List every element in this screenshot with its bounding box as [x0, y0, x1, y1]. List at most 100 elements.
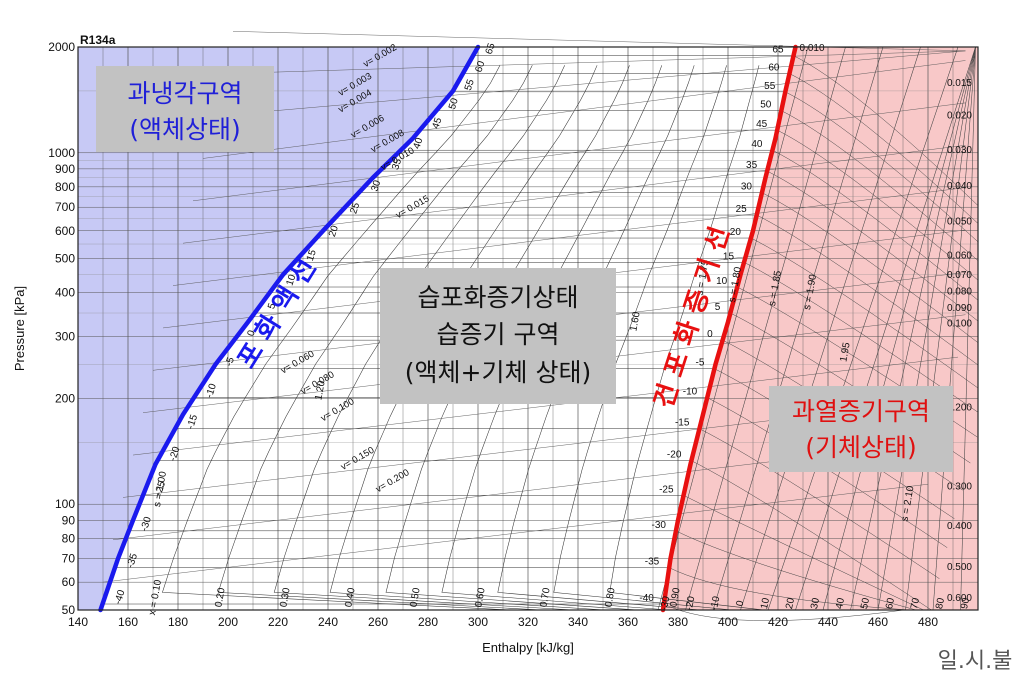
superheat-temperature-label: 80 — [934, 596, 947, 610]
x-tick-label: 200 — [218, 615, 238, 629]
isotherm-superheat-line — [743, 262, 979, 413]
superheat-temperature-label: 50 — [859, 596, 872, 610]
temperature-label: 50 — [447, 96, 461, 110]
vapor-temperature-label: 15 — [723, 251, 735, 262]
quality-label: 0.30 — [278, 587, 292, 609]
vapor-volume-label: 0.100 — [947, 319, 972, 330]
vapor-volume-label: 0.300 — [947, 482, 972, 493]
vapor-temperature-label: -20 — [667, 450, 682, 461]
y-tick-label: 700 — [55, 200, 75, 214]
vapor-volume-label: 0.500 — [947, 562, 972, 573]
x-tick-label: 360 — [618, 615, 638, 629]
x-tick-label: 440 — [818, 615, 838, 629]
x-tick-label: 220 — [268, 615, 288, 629]
entropy-label: 1.60 — [628, 311, 642, 333]
y-tick-label: 100 — [55, 497, 75, 511]
specific-volume-line — [202, 60, 966, 159]
y-tick-label: 50 — [62, 603, 76, 617]
x-tick-label: 400 — [718, 615, 738, 629]
isotherm-superheat-line — [750, 237, 979, 389]
wet-region-line1: 습포화증기상태 — [417, 283, 578, 312]
x-tick-label: 300 — [468, 615, 488, 629]
entropy-line — [795, 46, 976, 611]
y-tick-label: 900 — [55, 162, 75, 176]
chart-title: R134a — [80, 33, 116, 47]
vapor-volume-label: 0.050 — [947, 217, 972, 228]
entropy-line — [685, 46, 846, 611]
temperature-label: 45 — [431, 116, 445, 130]
quality-line — [609, 65, 764, 611]
x-tick-label: 380 — [668, 615, 688, 629]
vapor-temperature-label: 35 — [746, 160, 758, 171]
superheat-temperature-label: -20 — [684, 595, 698, 612]
temperature-label: -15 — [185, 413, 200, 431]
signature: 일.시.불 — [938, 649, 1013, 674]
entropy-line — [740, 46, 921, 611]
x-tick-label: 180 — [168, 615, 188, 629]
temperature-label: 65 — [484, 41, 498, 55]
quality-line — [553, 65, 733, 611]
superheat-temperature-label: 60 — [884, 596, 897, 610]
vapor-volume-label: 0.080 — [947, 287, 972, 298]
entropy-label: 1.95 — [838, 341, 852, 363]
y-tick-label: 80 — [62, 531, 76, 545]
specific-volume-label: v= 0.200 — [374, 467, 411, 495]
superheat-temperature-label: -10 — [709, 595, 723, 612]
specific-volume-label: v= 0.100 — [319, 396, 356, 424]
superheat-temperature-label: 0 — [735, 599, 747, 607]
plot-frame — [77, 46, 979, 611]
vapor-temperature-label: 30 — [741, 182, 753, 193]
vapor-volume-label: 0.030 — [947, 145, 972, 156]
x-axis-title: Enthalpy [kJ/kg] — [482, 640, 574, 655]
vapor-volume-label: 0.040 — [947, 181, 972, 192]
temperature-label: 0 — [246, 329, 258, 338]
specific-volume-line — [212, 50, 966, 117]
quality-label: 0.70 — [538, 587, 552, 609]
temperature-label: -10 — [204, 382, 219, 400]
entropy-line — [905, 46, 976, 611]
isotherm-superheat-line — [789, 73, 979, 224]
vapor-temperature-label: 10 — [716, 276, 728, 287]
subcooled-subtitle: (액체상태) — [129, 115, 241, 144]
temperature-label: -35 — [125, 552, 140, 570]
vapor-temperature-label: -5 — [696, 358, 705, 369]
wet-region-label-box — [380, 268, 616, 404]
entropy-line — [932, 46, 976, 611]
y-tick-label: 400 — [55, 286, 75, 300]
superheated-label-box — [769, 386, 953, 472]
x-tick-label: 320 — [518, 615, 538, 629]
temperature-label: 40 — [412, 136, 426, 150]
specific-volume-line — [192, 102, 966, 202]
vapor-temperature-label: -30 — [651, 520, 666, 531]
x-tick-label: 340 — [568, 615, 588, 629]
isotherm-superheat-line — [785, 91, 979, 243]
wet-region-line3: (액체+기체 상태) — [405, 358, 591, 387]
vapor-temperature-label: 20 — [730, 227, 742, 238]
subcooled-title: 과냉각구역 — [127, 79, 242, 108]
entropy-line — [877, 46, 976, 611]
axes: 140 160 180 200 220 240 260 280 300 320 340 360 380 4… — [12, 33, 979, 655]
temperature-label: -30 — [139, 515, 154, 533]
saturated-vapor-line — [660, 44, 798, 613]
temperature-label: 20 — [327, 224, 341, 238]
x-tick-label: 240 — [318, 615, 338, 629]
y-tick-label: 70 — [62, 552, 76, 566]
x-tick-label: 160 — [118, 615, 138, 629]
y-tick-label: 300 — [55, 330, 75, 344]
x-tick-label: 460 — [868, 615, 888, 629]
entropy-line — [850, 46, 976, 611]
vapor-temperature-label: 50 — [760, 100, 772, 111]
vapor-temperature-label: 0 — [707, 329, 713, 340]
temperature-label: 35 — [390, 157, 404, 171]
specific-volume-label: v= 0.150 — [339, 445, 376, 473]
temperature-label: -40 — [113, 588, 128, 606]
quality-label: 0.40 — [343, 587, 357, 609]
quality-label: 0.90 — [668, 587, 682, 609]
temperature-label: 15 — [305, 248, 319, 262]
superheat-temperature-label: 90 — [959, 596, 972, 610]
isotherm-superheat-line — [756, 214, 979, 366]
isotherm-superheat-line — [683, 495, 924, 611]
y-tick-label: 200 — [55, 391, 75, 405]
vapor-volume-label: 0.090 — [947, 303, 972, 314]
